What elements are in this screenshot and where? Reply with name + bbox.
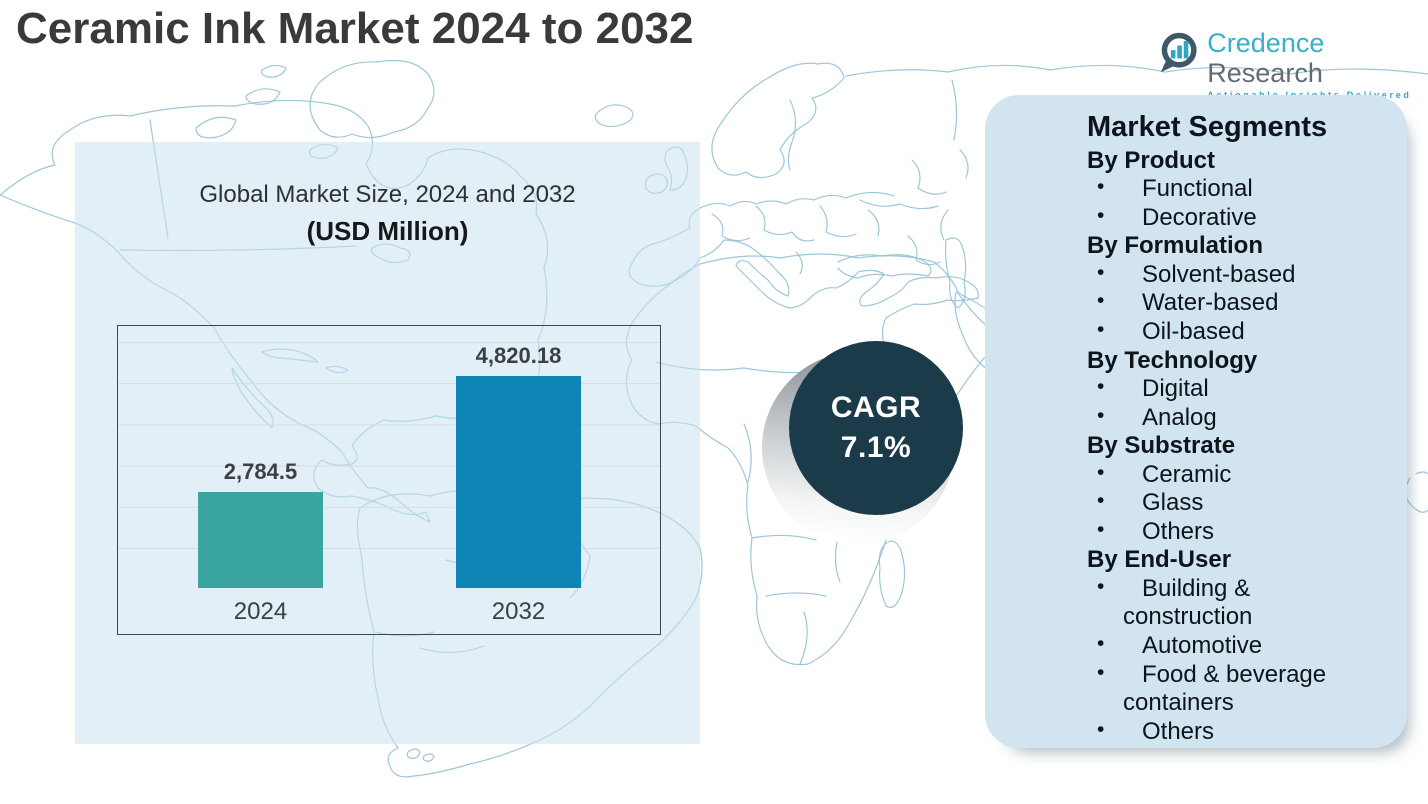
- segment-item: • Automotive: [1087, 632, 1393, 661]
- segment-item: • Digital: [1087, 375, 1393, 404]
- cagr-badge: CAGR 7.1%: [789, 341, 963, 515]
- page-title: Ceramic Ink Market 2024 to 2032: [16, 4, 694, 53]
- segment-item-continuation: construction: [1123, 603, 1253, 631]
- segment-item: • Functional: [1087, 175, 1393, 204]
- x-axis-label-2024: 2024: [233, 598, 288, 625]
- bar-value-label-2032: 4,820.18: [475, 343, 562, 369]
- segment-item: • Solvent-based: [1087, 261, 1393, 290]
- x-axis-label-2032: 2032: [491, 598, 546, 625]
- segment-item: • Others: [1087, 518, 1393, 547]
- bar-2032: [456, 376, 581, 588]
- chart-title-line1: Global Market Size, 2024 and 2032: [199, 181, 576, 208]
- segment-item: • Building &: [1087, 575, 1393, 604]
- bullet-icon: •: [1097, 175, 1105, 199]
- bullet-icon: •: [1097, 489, 1105, 513]
- bar-group-2032: 4,820.18: [456, 326, 581, 588]
- logo-text-block: Credence Research Actionable Insights De…: [1207, 28, 1428, 100]
- segment-item: • Food & beverage: [1087, 661, 1393, 690]
- segment-heading-technology: By Technology: [1087, 346, 1258, 374]
- market-segments-panel: Market Segments By Product • Functional …: [985, 95, 1407, 748]
- bullet-icon: •: [1097, 260, 1105, 284]
- bullet-icon: •: [1097, 375, 1105, 399]
- chart-title: Global Market Size, 2024 and 2032 (USD M…: [75, 178, 700, 250]
- segment-item: • Ceramic: [1087, 461, 1393, 490]
- segment-heading-formulation: By Formulation: [1087, 232, 1264, 260]
- logo-brand-secondary: Research: [1207, 58, 1323, 88]
- bar-group-2024: 2,784.5: [198, 326, 323, 588]
- bar-2024: [198, 492, 323, 588]
- bullet-icon: •: [1097, 203, 1105, 227]
- segment-item-continuation: containers: [1123, 689, 1234, 717]
- segment-item: • Analog: [1087, 404, 1393, 433]
- chart-plot-area: 2,784.5 4,820.18: [118, 326, 660, 588]
- segment-item: • Others: [1087, 718, 1393, 747]
- segment-heading-end-user: By End-User: [1087, 546, 1232, 574]
- chart-title-line2: (USD Million): [306, 215, 469, 246]
- segment-item: • Decorative: [1087, 204, 1393, 233]
- cagr-value: 7.1%: [840, 431, 912, 464]
- logo-brand-primary: Credence: [1207, 28, 1325, 58]
- cagr-label: CAGR: [830, 391, 922, 425]
- brand-logo: Credence Research Actionable Insights De…: [1158, 28, 1428, 100]
- bar-chart: 2,784.5 4,820.18 2024 2032: [117, 325, 661, 635]
- segment-item: • Oil-based: [1087, 318, 1393, 347]
- segment-item: • Water-based: [1087, 289, 1393, 318]
- bullet-icon: •: [1097, 403, 1105, 427]
- bullet-icon: •: [1097, 517, 1105, 541]
- bullet-icon: •: [1097, 317, 1105, 341]
- bullet-icon: •: [1097, 717, 1105, 741]
- bullet-icon: •: [1097, 460, 1105, 484]
- bullet-icon: •: [1097, 660, 1105, 684]
- segment-heading-product: By Product: [1087, 146, 1216, 174]
- logo-bar-chart-icon: [1160, 32, 1197, 73]
- segment-item: • Glass: [1087, 489, 1393, 518]
- bullet-icon: •: [1097, 574, 1105, 598]
- segment-heading-substrate: By Substrate: [1087, 432, 1236, 460]
- bullet-icon: •: [1097, 289, 1105, 313]
- segments-title: Market Segments: [1087, 111, 1328, 143]
- bullet-icon: •: [1097, 631, 1105, 655]
- bar-value-label-2024: 2,784.5: [223, 459, 298, 485]
